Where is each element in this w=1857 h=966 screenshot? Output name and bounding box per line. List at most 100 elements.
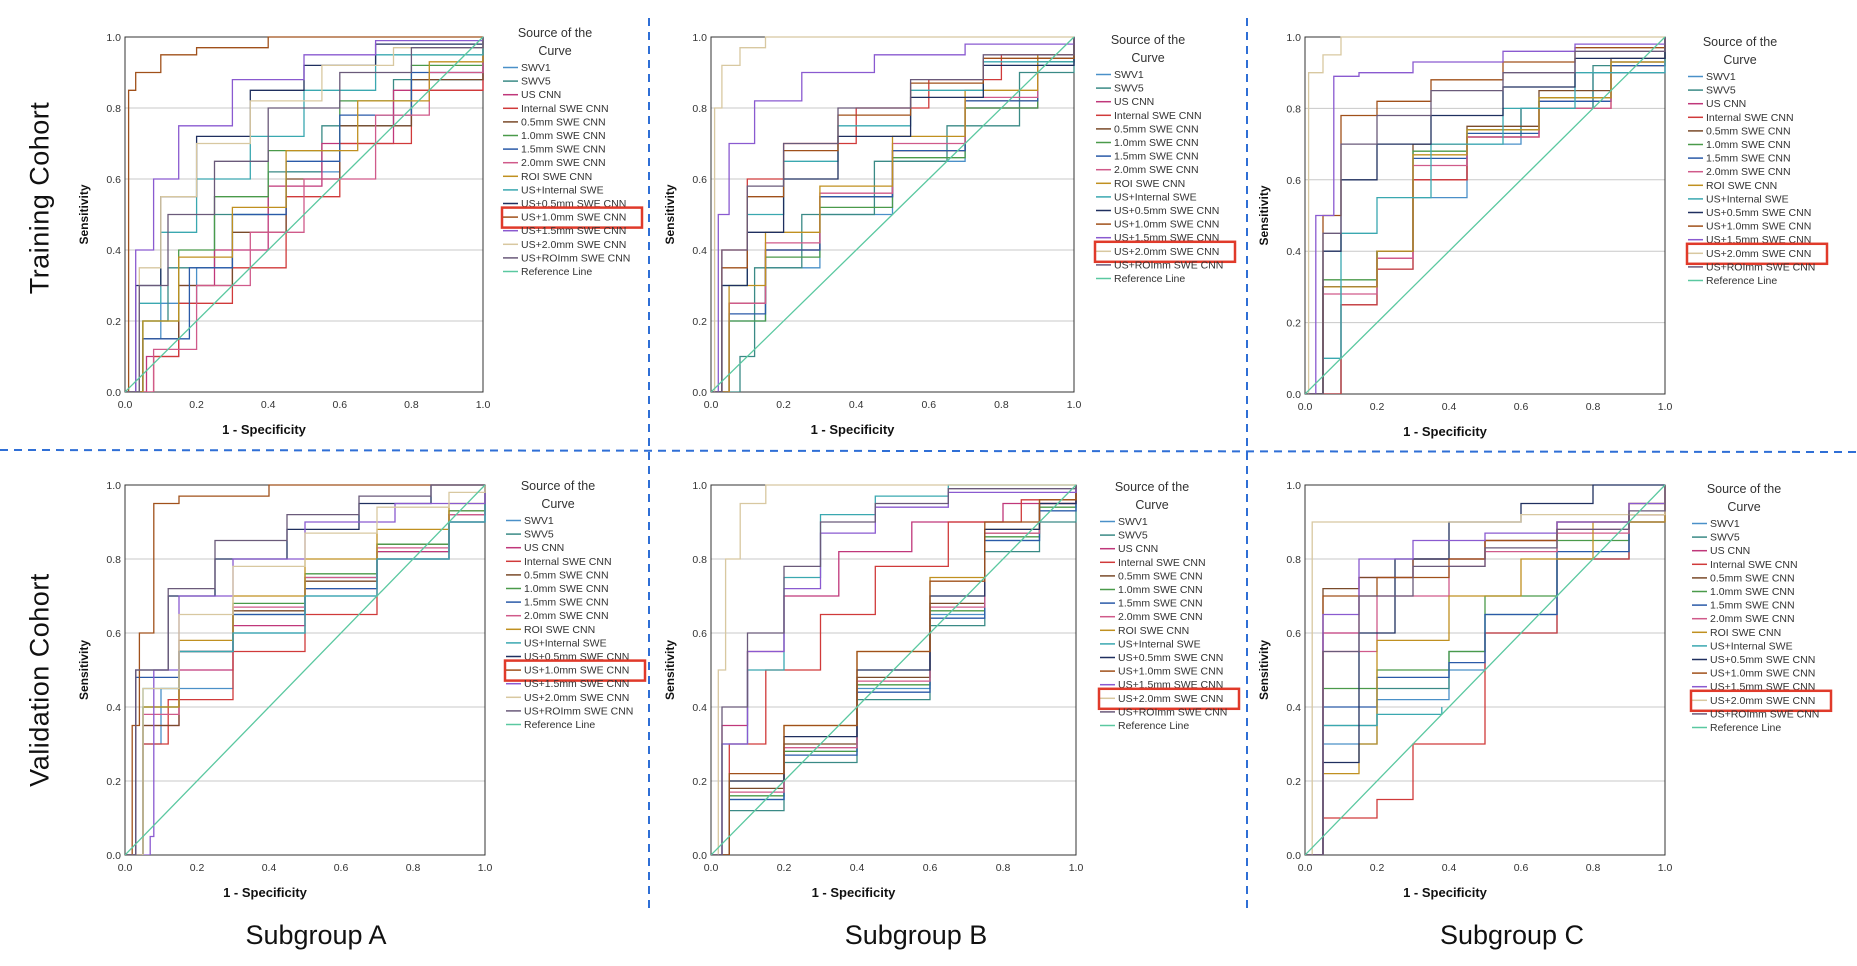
roc-curve-reference-line (711, 36, 1075, 392)
roc-curve-us-1-5mm-swe-cnn (1305, 37, 1666, 394)
legend-entry: 1.0mm SWE CNN (1710, 586, 1795, 598)
legend-entry: 0.5mm SWE CNN (1114, 123, 1199, 135)
series-group (711, 36, 1075, 392)
y-tick-label: 0.6 (1286, 175, 1301, 187)
roc-curve-us-roimm-swe-cnn (711, 37, 1075, 392)
legend-entry: 1.5mm SWE CNN (1706, 153, 1791, 165)
legend-entry: SWV1 (1710, 518, 1740, 530)
roc-curve-us-1-0mm-swe-cnn (711, 485, 1077, 855)
legend-title: Curve (538, 44, 571, 58)
y-tick-label: 0.2 (106, 316, 121, 328)
legend-highlight-box (500, 206, 644, 229)
legend-entry: 1.5mm SWE CNN (1710, 600, 1795, 612)
legend-entry: US+ROImm SWE CNN (521, 252, 630, 264)
legend-entry: US+Internal SWE (524, 637, 607, 649)
legend-entry: US CNN (1114, 96, 1154, 108)
legend-entry: SWV1 (1114, 69, 1144, 81)
roc-curve-us-1-0mm-swe-cnn (125, 36, 483, 392)
y-axis-label: Sensitivity (1257, 640, 1271, 700)
legend-entry: US+1.0mm SWE CNN (524, 665, 629, 677)
legend-title: Source of the (518, 26, 592, 40)
y-tick-label: 0.0 (106, 387, 121, 399)
legend-entry: 0.5mm SWE CNN (521, 116, 606, 128)
legend-entry: Internal SWE CNN (1114, 110, 1202, 122)
legend-title: Curve (1727, 500, 1760, 514)
plot-frame (1304, 484, 1666, 856)
legend-highlight-box (1689, 689, 1833, 713)
y-axis-label: Sensitivity (1257, 185, 1271, 245)
x-tick-label: 0.6 (921, 399, 936, 411)
x-tick-label: 1.0 (1658, 862, 1673, 874)
y-tick-label: 0.8 (692, 103, 707, 115)
y-tick-label: 0.2 (692, 316, 707, 328)
x-tick-label: 0.4 (262, 862, 277, 874)
roc-panel-training-subgroup-a: 0.0 0.2 0.4 0.6 0.8 1.0 0.0 0.2 0.4 0.6 0.8 1.0 1 - … (77, 26, 644, 437)
legend-entry: US CNN (1118, 543, 1158, 555)
series-group (125, 36, 484, 392)
y-tick-label: 0.0 (692, 850, 707, 862)
roc-curve-reference-line (1305, 36, 1666, 394)
legend-entry: Reference Line (524, 719, 595, 731)
y-tick-label: 0.4 (1286, 246, 1301, 258)
roc-curve-us-roimm-swe-cnn (1305, 37, 1666, 394)
y-tick-label: 0.8 (692, 554, 707, 566)
legend-entry: US+1.0mm SWE CNN (1114, 219, 1219, 231)
y-tick-label: 0.6 (1286, 628, 1301, 640)
x-tick-label: 0.4 (850, 862, 865, 874)
roc-curve-us-roimm-swe-cnn (711, 485, 1077, 855)
legend-entry: SWV5 (524, 529, 554, 541)
legend-entry: US+Internal SWE (1118, 638, 1201, 650)
legend-entry: 2.0mm SWE CNN (524, 610, 609, 622)
roc-curve-us-2-0mm-swe-cnn (125, 37, 484, 392)
roc-curve-roi-swe-cnn (1305, 485, 1666, 855)
x-tick-label: 0.4 (261, 399, 276, 411)
legend-entry: US+ROImm SWE CNN (524, 705, 633, 717)
x-tick-label: 1.0 (476, 399, 491, 411)
y-tick-label: 0.2 (1286, 776, 1301, 788)
y-tick-label: 0.2 (692, 776, 707, 788)
x-tick-label: 0.4 (849, 399, 864, 411)
roc-panels: 0.0 0.2 0.4 0.6 0.8 1.0 0.0 0.2 0.4 0.6 0.8 1.0 1 - … (77, 26, 1833, 900)
y-axis-label: Sensitivity (663, 184, 677, 244)
x-tick-label: 0.8 (406, 862, 421, 874)
roc-curve-us-1-0mm-swe-cnn (125, 484, 485, 855)
legend-entry: Internal SWE CNN (1710, 559, 1798, 571)
roc-curve-us-1-5mm-swe-cnn (1305, 485, 1666, 855)
x-tick-label: 0.4 (1442, 862, 1457, 874)
legend-entry: Reference Line (1118, 720, 1189, 732)
x-tick-label: 0.4 (1442, 401, 1457, 413)
roc-curve-reference-line (711, 484, 1077, 855)
y-tick-label: 0.4 (692, 702, 707, 714)
x-tick-label: 0.8 (996, 862, 1011, 874)
horizontal-divider (0, 449, 1857, 453)
legend-entry: 1.5mm SWE CNN (1118, 598, 1203, 610)
legend-entry: 0.5mm SWE CNN (1118, 570, 1203, 582)
y-tick-label: 1.0 (1286, 32, 1301, 44)
legend-entry: 1.5mm SWE CNN (1114, 151, 1199, 163)
legend-entry: 2.0mm SWE CNN (521, 157, 606, 169)
roc-panel-training-subgroup-c: 0.0 0.2 0.4 0.6 0.8 1.0 0.0 0.2 0.4 0.6 0.8 1.0 1 - … (1257, 32, 1829, 439)
legend-entry: Reference Line (1710, 722, 1781, 734)
series-group (1305, 36, 1666, 394)
legend-entry: US+1.5mm SWE CNN (524, 678, 629, 690)
legend-entry: US+0.5mm SWE CNN (1710, 654, 1815, 666)
x-tick-label: 0.6 (923, 862, 938, 874)
legend-entry: Internal SWE CNN (1118, 557, 1206, 569)
roc-curve-us-2-0mm-swe-cnn (1305, 485, 1666, 855)
legend-entry: US+0.5mm SWE CNN (1118, 652, 1223, 664)
roc-curve-us-2-0mm-swe-cnn (1305, 36, 1665, 394)
y-tick-label: 1.0 (692, 480, 707, 492)
legend-entry: ROI SWE CNN (1118, 625, 1189, 637)
y-tick-label: 0.0 (1286, 389, 1301, 401)
roc-curve-us-roimm-swe-cnn (125, 37, 484, 392)
legend-entry: 1.5mm SWE CNN (521, 144, 606, 156)
x-tick-label: 0.6 (332, 399, 347, 411)
legend-entry: Reference Line (521, 266, 592, 278)
x-tick-label: 0.6 (334, 862, 349, 874)
x-tick-label: 0.0 (704, 862, 719, 874)
